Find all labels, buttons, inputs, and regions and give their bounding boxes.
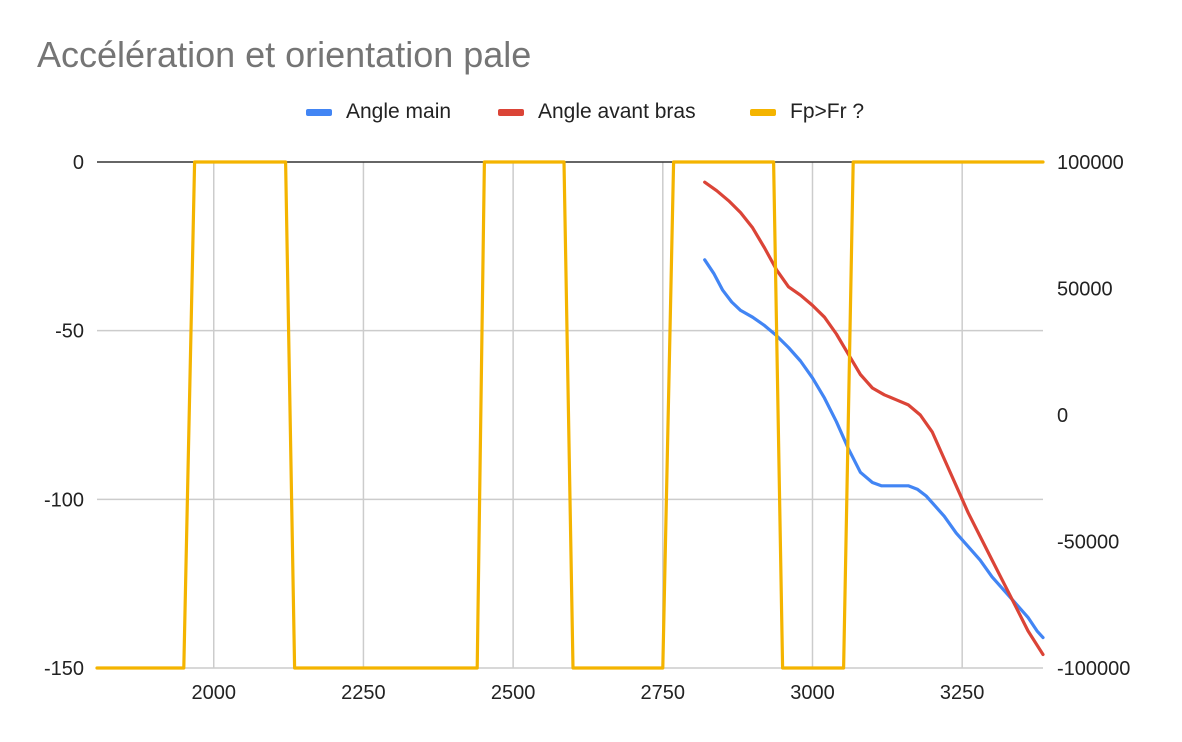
x-tick-label: 2250	[341, 682, 386, 704]
legend-label-angle-main: Angle main	[346, 100, 452, 123]
x-tick-label: 2000	[192, 682, 237, 704]
legend-item-angle-main[interactable]: Angle main	[306, 100, 451, 124]
x-tick-label: 2500	[491, 682, 536, 704]
x-tick-label: 3000	[790, 682, 835, 704]
legend-swatch-fp-fr	[750, 108, 776, 116]
y2-tick-label: -50000	[1057, 532, 1119, 554]
series-line-angle-main	[703, 258, 1045, 640]
x-tick-label: 3250	[940, 682, 985, 704]
y2-tick-label: 0	[1057, 405, 1068, 427]
series-line-fp-fr	[95, 160, 1045, 670]
series-line-angle-avant-bras	[703, 180, 1045, 657]
legend-label-fp-fr: Fp>Fr ?	[790, 100, 865, 123]
y2-tick-label: 50000	[1057, 279, 1113, 301]
chart-title: Accélération et orientation pale	[37, 34, 532, 75]
y-tick-label: -50	[55, 321, 84, 343]
y-tick-label: -100	[44, 489, 84, 511]
x-tick-label: 2750	[641, 682, 686, 704]
y2-tick-label: -100000	[1057, 658, 1130, 680]
legend-swatch-angle-avant-bras	[498, 108, 524, 116]
legend-item-angle-avant-bras[interactable]: Angle avant bras	[498, 100, 696, 124]
y-tick-label: 0	[73, 152, 84, 174]
legend-label-angle-avant-bras: Angle avant bras	[538, 100, 696, 123]
legend-item-fp-fr[interactable]: Fp>Fr ?	[750, 100, 864, 124]
y2-tick-label: 100000	[1057, 152, 1124, 174]
y-tick-label: -150	[44, 658, 84, 680]
legend-swatch-angle-main	[306, 108, 332, 116]
chart-legend: Angle main Angle avant bras Fp>Fr ?	[0, 100, 1182, 126]
